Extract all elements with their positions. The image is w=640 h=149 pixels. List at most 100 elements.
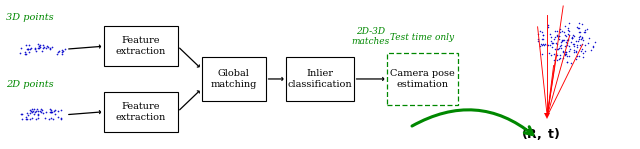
Point — [552, 48, 562, 51]
Point — [38, 47, 48, 49]
Point — [552, 34, 563, 37]
Point — [562, 61, 572, 64]
Point — [571, 40, 581, 42]
Point — [572, 55, 582, 57]
Point — [554, 38, 564, 40]
Point — [563, 33, 573, 36]
Point — [37, 44, 47, 46]
Point — [536, 43, 546, 45]
Point — [575, 35, 586, 37]
Point — [550, 36, 560, 38]
Point — [33, 47, 44, 49]
Point — [22, 48, 33, 51]
Point — [535, 45, 545, 47]
Point — [538, 38, 548, 40]
Point — [60, 48, 70, 50]
Point — [30, 111, 40, 113]
Point — [561, 41, 572, 43]
Point — [563, 28, 573, 31]
Point — [25, 118, 35, 120]
Point — [556, 46, 566, 49]
Point — [19, 53, 29, 55]
Point — [560, 34, 570, 36]
Point — [47, 46, 57, 48]
Point — [567, 37, 577, 40]
Point — [547, 46, 557, 49]
Point — [27, 117, 37, 119]
Point — [45, 111, 56, 113]
Point — [562, 41, 572, 44]
Point — [45, 109, 56, 111]
Point — [557, 40, 567, 43]
Point — [33, 45, 44, 48]
Point — [547, 42, 557, 44]
Point — [550, 30, 561, 32]
Point — [33, 117, 44, 119]
Point — [571, 58, 581, 60]
Point — [533, 32, 543, 35]
Point — [557, 51, 568, 53]
Point — [588, 45, 598, 48]
Point — [47, 111, 57, 113]
Point — [21, 53, 31, 55]
Point — [564, 55, 574, 57]
Point — [564, 50, 574, 53]
Point — [540, 43, 550, 45]
Point — [535, 30, 545, 33]
Point — [560, 53, 570, 56]
Point — [46, 110, 56, 113]
Text: $\mathbf{(R,\ t)}$: $\mathbf{(R,\ t)}$ — [521, 126, 561, 142]
FancyBboxPatch shape — [287, 57, 354, 101]
Point — [589, 40, 600, 43]
Point — [31, 49, 41, 52]
Point — [45, 48, 55, 51]
Point — [574, 22, 584, 24]
Point — [554, 57, 564, 60]
Point — [550, 48, 560, 50]
Point — [38, 112, 48, 114]
Point — [33, 47, 44, 50]
Point — [536, 38, 547, 40]
Point — [561, 34, 572, 37]
Point — [44, 110, 54, 113]
Point — [545, 39, 556, 42]
Point — [555, 45, 565, 47]
Point — [579, 39, 589, 41]
Point — [543, 44, 554, 46]
Point — [26, 47, 36, 49]
Text: Feature
extraction: Feature extraction — [116, 36, 166, 56]
Point — [22, 118, 32, 120]
Point — [569, 43, 579, 45]
Point — [31, 110, 41, 112]
Point — [547, 36, 557, 38]
Point — [572, 26, 582, 29]
Point — [557, 39, 568, 41]
Point — [45, 108, 55, 110]
Text: Inlier
classification: Inlier classification — [288, 69, 352, 89]
Point — [29, 113, 39, 115]
Point — [557, 49, 568, 52]
Point — [35, 110, 45, 112]
Point — [26, 110, 36, 112]
Point — [574, 27, 584, 29]
Point — [543, 24, 554, 26]
Point — [538, 43, 548, 45]
Point — [555, 28, 565, 30]
Point — [561, 39, 572, 41]
Point — [27, 111, 37, 113]
Point — [546, 54, 556, 57]
Point — [33, 114, 44, 116]
Point — [564, 34, 574, 37]
Point — [554, 35, 564, 37]
Point — [554, 58, 564, 61]
Point — [577, 43, 587, 45]
FancyBboxPatch shape — [104, 26, 178, 66]
Point — [56, 109, 66, 111]
Point — [576, 37, 586, 40]
Point — [563, 44, 573, 46]
Point — [538, 53, 548, 55]
Text: Test time only: Test time only — [390, 34, 454, 42]
Point — [577, 22, 587, 25]
Text: Camera pose
estimation: Camera pose estimation — [390, 69, 455, 89]
Point — [569, 35, 579, 37]
